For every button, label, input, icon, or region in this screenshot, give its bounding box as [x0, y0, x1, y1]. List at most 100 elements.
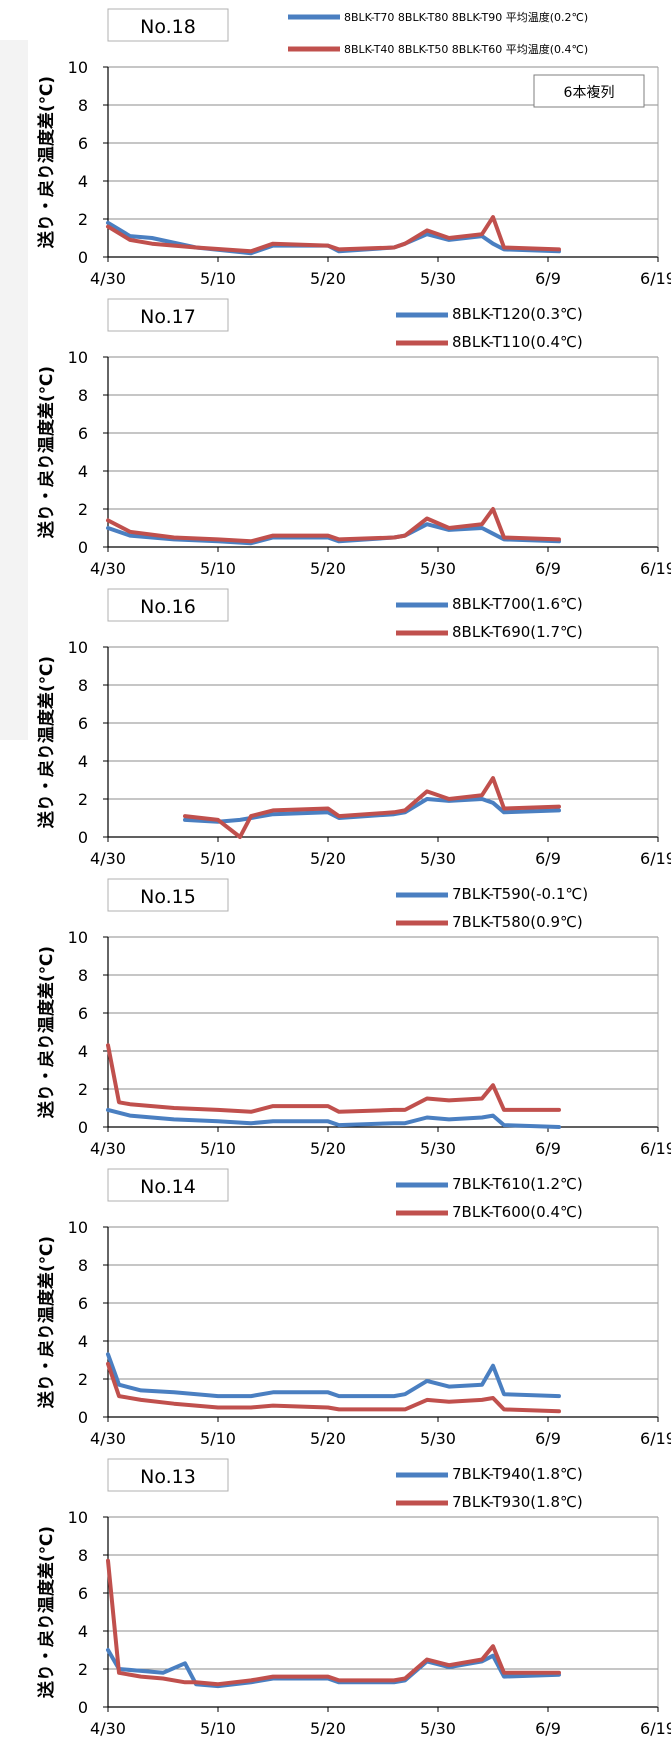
legend: 8BLK-T70 8BLK-T80 8BLK-T90 平均温度(0.2℃) 8BL… [288, 10, 588, 56]
title-frame [107, 8, 229, 42]
y-tick-label: 6 [78, 714, 88, 733]
y-tick-label: 6 [78, 1004, 88, 1023]
chart-title: No.15 [140, 886, 196, 908]
y-tick-label: 2 [78, 1370, 88, 1389]
legend: 7BLK-T940(1.8℃) 7BLK-T930(1.8℃) [396, 1465, 583, 1511]
y-tick-label: 0 [78, 828, 88, 847]
y-tick-label: 8 [78, 676, 88, 695]
y-tick-label: 0 [78, 1408, 88, 1427]
gridlines [108, 356, 658, 510]
gridlines [108, 1516, 658, 1670]
x-tick-label: 4/30 [90, 1719, 126, 1737]
y-tick-label: 8 [78, 966, 88, 985]
chart-title-box: No.13 [107, 1458, 229, 1492]
y-tick-label: 4 [78, 1332, 88, 1351]
legend-label: 7BLK-T610(1.2℃) [452, 1175, 583, 1193]
y-tick-label: 8 [78, 96, 88, 115]
gridlines [108, 646, 658, 800]
x-tick-label: 4/30 [90, 849, 126, 868]
x-tick-label: 5/20 [310, 559, 346, 578]
x-tick-label: 5/30 [420, 1139, 456, 1158]
y-tick-label: 2 [78, 1080, 88, 1099]
y-tick-labels: 0 2 4 6 8 10 [68, 348, 108, 557]
chart-title-box: No.14 [107, 1168, 229, 1202]
chart-title-box: No.17 [107, 298, 229, 332]
y-tick-label: 4 [78, 172, 88, 191]
y-axis-label: 送り・戻り温度差(℃) [36, 1236, 57, 1408]
legend-label: 7BLK-T590(-0.1℃) [452, 885, 588, 903]
series-line [183, 776, 561, 839]
x-tick-label: 5/20 [310, 269, 346, 288]
x-tick-label: 4/30 [90, 1139, 126, 1158]
chart-panel: No.18 8BLK-T70 8BLK-T80 8BLK-T90 平均温度(0.2… [36, 8, 671, 288]
x-tick-label: 5/30 [420, 269, 456, 288]
y-tick-label: 10 [68, 58, 88, 77]
title-frame [107, 1168, 229, 1202]
chart-panel: No.16 8BLK-T700(1.6℃) 8BLK-T690(1.7℃) 0 2 4 6 8… [36, 588, 671, 868]
chart-title: No.17 [140, 306, 196, 328]
y-axis-label: 送り・戻り温度差(℃) [36, 656, 57, 828]
x-tick-labels: 4/30 5/10 5/20 5/30 6/9 6/19 [90, 1417, 671, 1448]
x-tick-label: 6/9 [535, 849, 561, 868]
y-tick-label: 4 [78, 1622, 88, 1641]
x-tick-label: 5/30 [420, 849, 456, 868]
annotation-text: 6本複列 [564, 84, 615, 101]
series-line [106, 1352, 561, 1399]
x-tick-label: 5/10 [200, 559, 236, 578]
legend-label: 8BLK-T110(0.4℃) [452, 333, 583, 351]
x-tick-label: 6/19 [640, 1139, 671, 1158]
x-tick-label: 6/9 [535, 1429, 561, 1448]
chart-title: No.18 [140, 16, 196, 38]
title-frame [107, 1458, 229, 1492]
y-axis-label: 送り・戻り温度差(℃) [36, 76, 57, 248]
x-tick-label: 5/10 [200, 1139, 236, 1158]
y-tick-label: 6 [78, 1294, 88, 1313]
y-tick-label: 8 [78, 1256, 88, 1275]
x-tick-label: 5/10 [200, 1429, 236, 1448]
y-tick-label: 8 [78, 386, 88, 405]
y-tick-label: 2 [78, 1660, 88, 1679]
x-tick-label: 6/9 [535, 1139, 561, 1158]
y-axis-label: 送り・戻り温度差(℃) [36, 1526, 57, 1698]
x-tick-label: 6/19 [640, 1429, 671, 1448]
x-tick-label: 5/20 [310, 1139, 346, 1158]
legend-label: 7BLK-T930(1.8℃) [452, 1493, 583, 1511]
y-tick-label: 0 [78, 1118, 88, 1137]
series-line [106, 1107, 561, 1129]
x-tick-label: 6/19 [640, 269, 671, 288]
annotation-frame [533, 74, 645, 108]
y-tick-label: 0 [78, 1698, 88, 1717]
chart-title-box: No.16 [107, 588, 229, 622]
y-tick-labels: 0 2 4 6 8 10 [68, 1218, 108, 1427]
legend-label: 8BLK-T70 8BLK-T80 8BLK-T90 平均温度(0.2℃) [344, 10, 588, 24]
chart-title-box: No.15 [107, 878, 229, 912]
x-tick-labels: 4/30 5/10 5/20 5/30 6/9 6/19 [90, 837, 671, 868]
y-axis-label: 送り・戻り温度差(℃) [36, 946, 57, 1118]
y-tick-label: 4 [78, 1042, 88, 1061]
x-tick-label: 5/10 [200, 1719, 236, 1737]
legend: 8BLK-T700(1.6℃) 8BLK-T690(1.7℃) [396, 595, 583, 641]
x-tick-label: 5/30 [420, 1719, 456, 1737]
y-tick-label: 0 [78, 538, 88, 557]
y-tick-label: 2 [78, 790, 88, 809]
cropped-drawing-strip [0, 40, 28, 740]
title-frame [107, 298, 229, 332]
y-tick-label: 4 [78, 462, 88, 481]
x-tick-label: 5/10 [200, 849, 236, 868]
legend-label: 7BLK-T600(0.4℃) [452, 1203, 583, 1221]
x-tick-label: 5/10 [200, 269, 236, 288]
legend-label: 8BLK-T690(1.7℃) [452, 623, 583, 641]
series-line [106, 507, 561, 544]
chart-panel: No.14 7BLK-T610(1.2℃) 7BLK-T600(0.4℃) 0 2 4 6 8… [36, 1168, 671, 1448]
chart-title: No.14 [140, 1176, 196, 1198]
x-tick-label: 6/9 [535, 559, 561, 578]
y-tick-label: 4 [78, 752, 88, 771]
y-tick-label: 6 [78, 1584, 88, 1603]
y-axis-label: 送り・戻り温度差(℃) [36, 366, 57, 538]
y-tick-label: 8 [78, 1546, 88, 1565]
y-tick-label: 10 [68, 1508, 88, 1527]
legend-label: 8BLK-T700(1.6℃) [452, 595, 583, 613]
series-line [106, 215, 561, 254]
x-tick-labels: 4/30 5/10 5/20 5/30 6/9 6/19 [90, 1707, 671, 1737]
